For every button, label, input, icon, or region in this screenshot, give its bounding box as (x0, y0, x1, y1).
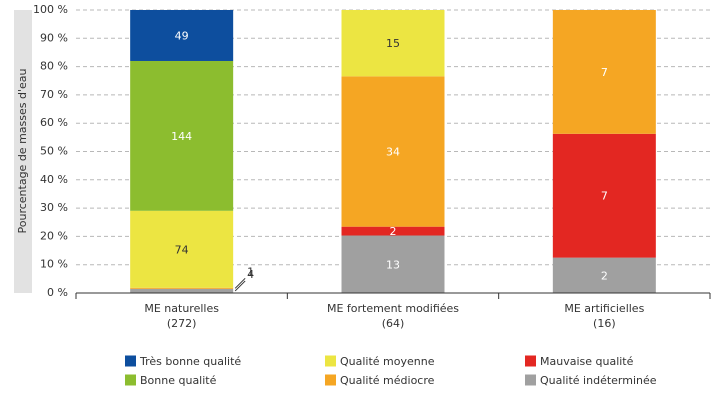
value-label: 13 (386, 258, 400, 271)
legend-label: Mauvaise qualité (540, 355, 634, 368)
x-tick-label: ME artificielles (564, 302, 644, 315)
bar-segment (130, 210, 234, 288)
y-tick-label: 80 % (40, 60, 68, 73)
bar-segment (341, 235, 445, 293)
y-tick-label: 90 % (40, 31, 68, 44)
y-tick-label: 30 % (40, 201, 68, 214)
bar-segment (341, 226, 445, 236)
legend-label: Qualité moyenne (340, 355, 435, 368)
legend-label: Bonne qualité (140, 374, 217, 387)
y-tick-label: 40 % (40, 173, 68, 186)
leader-line (234, 277, 246, 289)
bar-segment (130, 288, 234, 293)
bar-segment (552, 133, 656, 258)
leader-line (234, 280, 246, 292)
value-label: 2 (601, 269, 608, 282)
bar-segment (130, 10, 234, 61)
value-label: 34 (386, 146, 400, 159)
legend-swatch (525, 355, 536, 367)
bar-segment (130, 60, 234, 211)
x-tick-label: (16) (593, 317, 616, 330)
value-label: 144 (171, 130, 192, 143)
y-tick-label: 70 % (40, 88, 68, 101)
y-tick-label: 100 % (33, 3, 68, 16)
x-tick-label: ME naturelles (144, 302, 219, 315)
x-tick-label: (272) (167, 317, 197, 330)
value-label: 7 (601, 66, 608, 79)
legend-swatch (325, 374, 336, 386)
value-label: 4 (247, 268, 254, 281)
y-tick-label: 60 % (40, 116, 68, 129)
legend-label: Très bonne qualité (139, 355, 241, 368)
legend-swatch (125, 355, 136, 367)
value-label: 49 (175, 29, 189, 42)
y-tick-label: 10 % (40, 258, 68, 271)
bar-segment (552, 257, 656, 293)
legend-swatch (525, 374, 536, 386)
x-tick-label: ME fortement modifiées (327, 302, 459, 315)
y-tick-label: 0 % (47, 286, 68, 299)
value-label: 7 (601, 190, 608, 203)
value-label: 1 (247, 265, 254, 278)
value-label: 15 (386, 37, 400, 50)
value-label: 2 (390, 225, 397, 238)
legend-label: Qualité indéterminée (540, 374, 657, 387)
legend-swatch (125, 374, 136, 386)
y-tick-label: 50 % (40, 145, 68, 158)
legend-swatch (325, 355, 336, 367)
bar-segment (552, 10, 656, 134)
legend-label: Qualité médiocre (340, 374, 435, 387)
y-tick-label: 20 % (40, 229, 68, 242)
bar-segment (130, 287, 234, 289)
bar-segment (341, 10, 445, 77)
bar-segment (341, 76, 445, 227)
x-tick-label: (64) (382, 317, 405, 330)
value-label: 74 (175, 243, 189, 256)
y-axis-label: Pourcentage de masses d'eau (16, 69, 29, 234)
y-label-band (14, 10, 32, 293)
